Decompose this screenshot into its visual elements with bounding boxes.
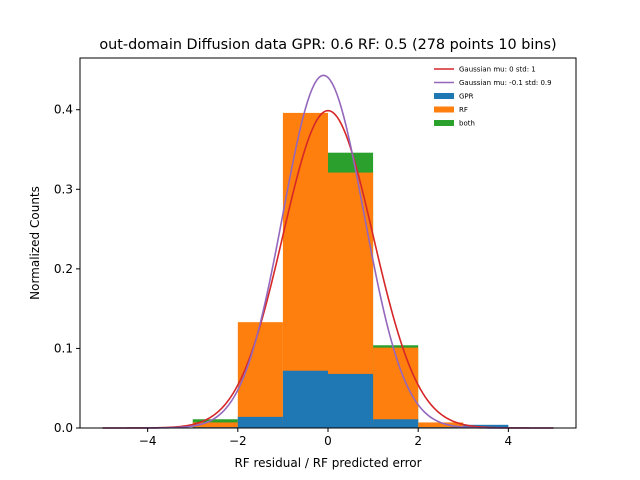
bar-gpr-6 <box>463 424 509 428</box>
legend-item-gaussian-mu-0-1-std-0-9: Gaussian mu: -0.1 std: 0.9 <box>434 79 552 87</box>
y-axis: 0.0 0.1 0.2 0.3 0.4 <box>54 103 80 435</box>
bar-gpr-2 <box>282 370 328 428</box>
legend-swatch <box>434 120 454 126</box>
y-tick-label: 0.2 <box>54 262 73 276</box>
legend-item-gpr: GPR <box>434 93 474 101</box>
y-tick-label: 0.4 <box>54 103 73 117</box>
legend-label: both <box>459 120 475 128</box>
y-tick-label: 0.1 <box>54 341 73 355</box>
legend-item-rf: RF <box>434 106 468 114</box>
x-tick-label: 2 <box>414 434 422 448</box>
legend-swatch <box>434 93 454 99</box>
legend-item-gaussian-mu-0-std-1: Gaussian mu: 0 std: 1 <box>434 66 536 74</box>
legend-label: Gaussian mu: -0.1 std: 0.9 <box>459 79 552 87</box>
x-axis-label: RF residual / RF predicted error <box>234 456 421 470</box>
bar-gpr-1 <box>237 416 283 428</box>
legend-swatch <box>434 106 454 113</box>
x-tick-label: 4 <box>505 434 513 448</box>
legend-label: RF <box>459 106 468 114</box>
x-tick-label: −4 <box>139 434 157 448</box>
y-axis-label: Normalized Counts <box>28 186 42 300</box>
x-axis: −4 −2 0 2 4 <box>139 428 512 448</box>
legend-label: GPR <box>459 93 474 101</box>
bar-rf-4 <box>373 347 419 428</box>
bar-gpr-3 <box>328 373 374 428</box>
bars-layer <box>192 112 509 428</box>
legend: Gaussian mu: 0 std: 1 Gaussian mu: -0.1 s… <box>434 66 552 128</box>
legend-label: Gaussian mu: 0 std: 1 <box>459 66 536 74</box>
y-tick-label: 0.0 <box>54 421 73 435</box>
bar-rf-5 <box>418 422 464 428</box>
bar-rf-0 <box>192 422 238 428</box>
legend-item-both: both <box>434 120 475 128</box>
bar-gpr-4 <box>373 419 419 428</box>
y-tick-label: 0.3 <box>54 182 73 196</box>
x-tick-label: −2 <box>229 434 247 448</box>
x-tick-label: 0 <box>324 434 332 448</box>
bar-rf-1 <box>237 322 283 428</box>
chart-title: out-domain Diffusion data GPR: 0.6 RF: 0… <box>99 37 556 53</box>
